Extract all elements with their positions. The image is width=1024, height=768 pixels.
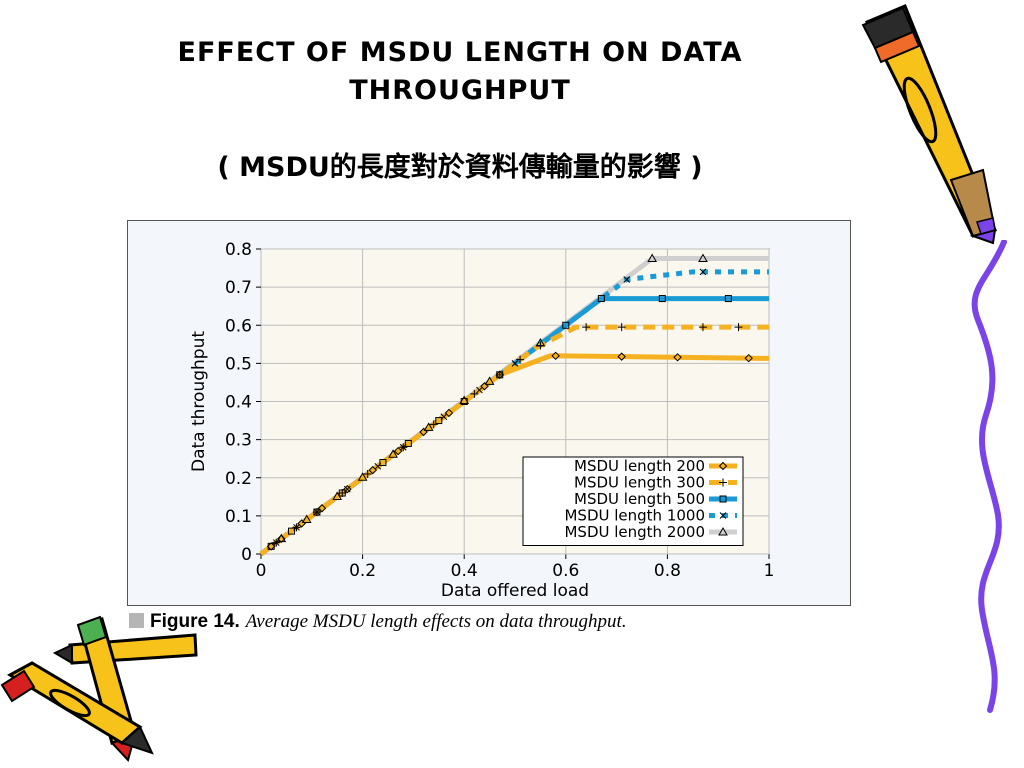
data-point-msdu200 — [317, 504, 327, 513]
legend-marker-msdu2000 — [718, 526, 728, 536]
wavy-line-decoration — [971, 240, 1007, 713]
legend-label: MSDU length 500 — [574, 490, 705, 508]
legend-marker-msdu500 — [719, 495, 727, 503]
data-point-msdu300 — [734, 323, 743, 332]
data-point-msdu2000 — [698, 253, 708, 263]
legend-label: MSDU length 200 — [574, 457, 705, 475]
data-point-msdu1000 — [476, 386, 483, 394]
figure-caption: Figure 14. Average MSDU length effects on… — [129, 610, 627, 633]
data-point-msdu1000 — [699, 268, 707, 276]
caption-label: Figure 14. — [150, 611, 240, 632]
data-point-msdu300 — [363, 469, 372, 478]
data-point-msdu300 — [516, 355, 525, 364]
data-point-msdu500 — [267, 542, 275, 550]
x-tick-label: 0.2 — [349, 561, 376, 581]
data-point-msdu500 — [379, 459, 387, 466]
data-point-msdu500 — [287, 527, 295, 535]
pencil-clipart-icon — [861, 4, 998, 245]
data-point-msdu300 — [470, 389, 479, 398]
data-point-msdu1000 — [623, 276, 631, 283]
data-point-msdu200 — [343, 484, 352, 494]
y-axis-label: Data throughput — [189, 331, 209, 472]
data-point-msdu1000 — [293, 523, 300, 531]
data-point-msdu500 — [597, 295, 605, 303]
x-tick-label: 0.4 — [451, 561, 478, 581]
data-point-msdu300 — [429, 420, 438, 429]
data-point-msdu1000 — [313, 508, 321, 516]
data-point-msdu2000 — [276, 533, 287, 543]
data-point-msdu2000 — [535, 337, 546, 347]
data-point-msdu1000 — [344, 485, 351, 493]
data-point-msdu500 — [338, 489, 346, 497]
legend-marker-msdu200 — [718, 461, 728, 471]
y-tick-label: 0.8 — [225, 240, 252, 260]
y-tick-label: 0.5 — [225, 354, 252, 374]
data-point-msdu1000 — [511, 360, 519, 367]
data-point-msdu2000 — [332, 491, 343, 500]
data-point-msdu500 — [496, 371, 504, 379]
data-point-msdu1000 — [374, 462, 382, 470]
data-point-msdu200 — [744, 353, 753, 363]
legend-marker-msdu1000 — [719, 512, 727, 519]
y-tick-label: 0.1 — [225, 507, 252, 527]
x-axis-label: Data offered load — [441, 581, 589, 601]
x-tick-label: 0 — [256, 561, 267, 581]
data-point-msdu500 — [562, 321, 570, 329]
data-point-msdu2000 — [423, 422, 434, 431]
legend-label: MSDU length 2000 — [564, 523, 705, 541]
throughput-chart: 0 0.2 0.4 0.6 0.8 1 0 0.1 0.2 0.3 0.4 0.5 0.6 0.7 0.8 D… — [189, 240, 775, 601]
legend-marker-msdu300 — [719, 478, 727, 487]
data-point-msdu200 — [551, 351, 560, 361]
data-point-msdu2000 — [459, 395, 470, 405]
data-point-msdu500 — [313, 508, 321, 516]
caption-text: Average MSDU length effects on data thro… — [245, 611, 627, 632]
data-point-msdu500 — [404, 439, 412, 447]
data-point-msdu200 — [673, 353, 682, 362]
data-point-msdu500 — [724, 295, 732, 303]
data-point-msdu300 — [617, 323, 626, 332]
legend-label: MSDU length 1000 — [564, 507, 705, 525]
legend-box — [522, 456, 744, 546]
y-tick-label: 0.3 — [225, 431, 252, 451]
data-point-msdu2000 — [388, 449, 398, 458]
data-point-msdu200 — [444, 408, 454, 418]
y-tick-label: 0 — [241, 545, 252, 565]
data-point-msdu1000 — [399, 443, 407, 451]
slide-subtitle: ( MSDU的長度對於資料傳輸量的影響 ) — [217, 152, 703, 183]
x-tick-label: 0.8 — [654, 561, 681, 581]
slide-title: EFFECT OF MSDU LENGTH ON DATA THROUGHPUT — [0, 34, 920, 110]
slide-title-line-2: THROUGHPUT — [349, 75, 571, 106]
x-tick-label: 1 — [764, 561, 775, 581]
pencils-clipart-icon — [0, 615, 198, 762]
slide-title-line-1: EFFECT OF MSDU LENGTH ON DATA — [177, 37, 743, 68]
y-tick-label: 0.2 — [225, 469, 252, 489]
x-tick-label: 0.6 — [552, 561, 579, 581]
data-point-msdu500 — [435, 417, 443, 425]
figure-panel: 0 0.2 0.4 0.6 0.8 1 0 0.1 0.2 0.3 0.4 0.5 0.6 0.7 0.8 D… — [127, 220, 851, 606]
data-point-msdu200 — [277, 534, 286, 543]
data-point-msdu2000 — [301, 514, 312, 523]
data-point-msdu2000 — [647, 253, 658, 263]
data-point-msdu2000 — [357, 472, 368, 481]
data-point-msdu200 — [617, 352, 626, 361]
y-tick-label: 0.4 — [225, 393, 252, 413]
data-point-msdu300 — [698, 323, 707, 332]
y-tick-label: 0.6 — [225, 316, 252, 336]
data-point-msdu200 — [480, 382, 489, 391]
data-point-msdu1000 — [440, 413, 448, 421]
data-point-msdu300 — [582, 323, 591, 332]
caption-square-icon — [129, 613, 144, 628]
data-point-msdu500 — [658, 295, 666, 303]
data-point-msdu2000 — [484, 376, 495, 385]
y-tick-label: 0.7 — [225, 278, 252, 298]
legend-label: MSDU length 300 — [574, 474, 705, 492]
